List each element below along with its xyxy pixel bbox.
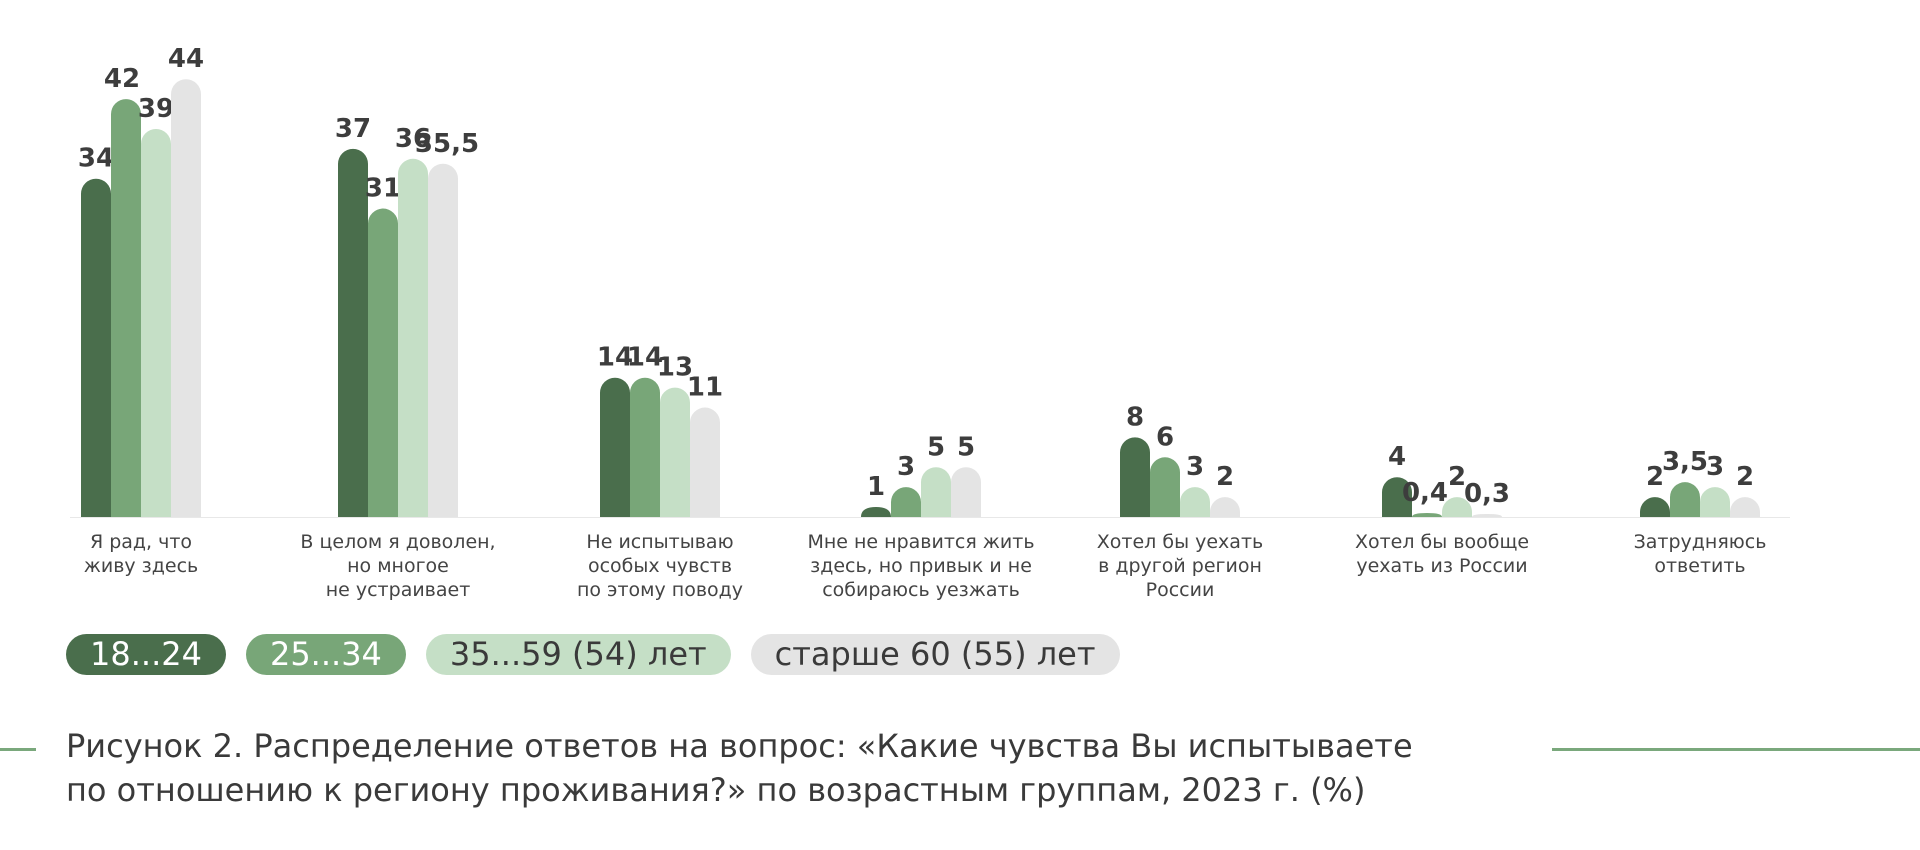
bar-1-series-3 bbox=[141, 128, 171, 517]
value-label-4-3: 5 bbox=[927, 432, 945, 462]
value-label-7-4: 2 bbox=[1736, 462, 1754, 492]
value-label-4-2: 3 bbox=[897, 452, 915, 482]
bar-6-series-4 bbox=[1472, 514, 1502, 517]
value-label-6-2: 0,4 bbox=[1402, 478, 1448, 508]
value-label-3-4: 11 bbox=[687, 373, 723, 403]
bar-2-series-1 bbox=[338, 148, 368, 517]
bar-3-series-2 bbox=[630, 377, 660, 517]
bar-3-series-3 bbox=[660, 387, 690, 517]
bar-5-series-1 bbox=[1120, 437, 1150, 517]
bar-2-series-3 bbox=[398, 158, 428, 518]
bar-4-series-3 bbox=[921, 467, 951, 517]
bar-5-series-3 bbox=[1180, 487, 1210, 517]
value-label-4-4: 5 bbox=[957, 432, 975, 462]
category-label-2: В целом я доволен, но многое не устраива… bbox=[300, 531, 496, 601]
bar-4-series-4 bbox=[951, 467, 981, 517]
figure-caption: Рисунок 2. Распределение ответов на вопр… bbox=[66, 724, 1466, 812]
value-label-3-1: 14 bbox=[597, 343, 633, 373]
value-label-1-1: 34 bbox=[78, 144, 114, 174]
category-label-3: Не испытываю особых чувств по этому пово… bbox=[576, 531, 744, 601]
bar-1-series-1 bbox=[81, 178, 111, 517]
bar-1-series-4 bbox=[171, 79, 201, 517]
bar-5-series-4 bbox=[1210, 497, 1241, 517]
category-label-4: Мне не нравится жить здесь, но привык и … bbox=[807, 531, 1035, 601]
caption-line-2: по отношению к региону проживания?» по в… bbox=[66, 771, 1366, 809]
bar-5-series-2 bbox=[1150, 457, 1180, 517]
category-label-1: Я рад, что живу здесь bbox=[83, 531, 199, 577]
caption-line-1: Рисунок 2. Распределение ответов на вопр… bbox=[66, 727, 1413, 765]
bar-2-series-2 bbox=[368, 208, 398, 517]
value-label-1-2: 42 bbox=[104, 64, 140, 94]
bar-1-series-2 bbox=[111, 99, 141, 517]
bar-3-series-1 bbox=[600, 377, 630, 517]
value-label-6-1: 4 bbox=[1388, 442, 1406, 472]
value-label-2-4: 35,5 bbox=[415, 129, 479, 159]
bar-7-series-2 bbox=[1670, 482, 1700, 517]
value-label-2-1: 37 bbox=[335, 114, 371, 144]
category-label-6: Хотел бы вообще уехать из России bbox=[1354, 531, 1530, 577]
value-label-3-3: 13 bbox=[657, 353, 693, 383]
bar-7-series-1 bbox=[1640, 497, 1670, 517]
bar-4-series-1 bbox=[861, 507, 891, 517]
legend-item-3: 35...59 (54) лет bbox=[425, 634, 731, 675]
value-label-2-2: 31 bbox=[365, 174, 401, 204]
legend: 18...24 25...34 35...59 (54) лет старше 60 … bbox=[66, 634, 1120, 675]
value-label-5-1: 8 bbox=[1126, 402, 1144, 432]
value-label-6-4: 0,3 bbox=[1464, 479, 1510, 509]
decorative-line-left bbox=[0, 748, 36, 751]
legend-item-4: старше 60 (55) лет bbox=[750, 634, 1120, 675]
value-label-5-4: 2 bbox=[1216, 462, 1234, 492]
legend-item-1: 18...24 bbox=[66, 634, 226, 675]
bar-3-series-4 bbox=[690, 407, 720, 517]
bar-6-series-2 bbox=[1412, 513, 1442, 517]
value-label-1-3: 39 bbox=[138, 94, 174, 124]
legend-item-2: 25...34 bbox=[245, 634, 406, 675]
category-label-5: Хотел бы уехать в другой регион России bbox=[1096, 531, 1264, 601]
bar-6-series-3 bbox=[1442, 497, 1472, 517]
bar-7-series-4 bbox=[1730, 497, 1760, 517]
bar-4-series-2 bbox=[891, 487, 921, 517]
value-label-7-2: 3,5 bbox=[1662, 447, 1708, 477]
value-label-1-4: 44 bbox=[168, 44, 204, 74]
category-label-7: Затрудняюсь ответить bbox=[1633, 531, 1767, 577]
value-label-6-3: 2 bbox=[1448, 462, 1466, 492]
value-label-2-3: 36 bbox=[395, 124, 431, 154]
value-label-7-1: 2 bbox=[1646, 462, 1664, 492]
value-label-3-2: 14 bbox=[627, 343, 663, 373]
value-label-5-3: 3 bbox=[1186, 452, 1204, 482]
value-label-7-3: 3 bbox=[1706, 452, 1724, 482]
bar-6-series-1 bbox=[1382, 477, 1412, 517]
value-label-5-2: 6 bbox=[1156, 422, 1174, 452]
bar-7-series-3 bbox=[1700, 487, 1730, 517]
decorative-line-right bbox=[1552, 748, 1920, 751]
value-label-4-1: 1 bbox=[867, 472, 885, 502]
bar-2-series-4 bbox=[428, 163, 458, 517]
